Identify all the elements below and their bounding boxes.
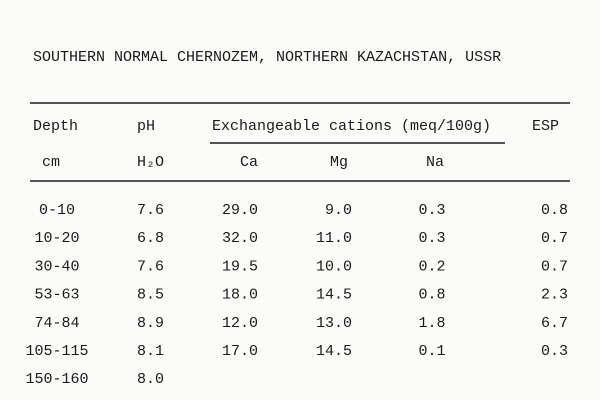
table-cell: 0.8 bbox=[541, 202, 568, 219]
table-cell: 17.0 bbox=[222, 343, 258, 360]
table-cell: 10.0 bbox=[316, 258, 352, 275]
table-cell: 6.7 bbox=[541, 315, 568, 332]
table-cell: 9.0 bbox=[325, 202, 352, 219]
table-cell: 0.3 bbox=[541, 343, 568, 360]
table-cell: 150-160 bbox=[25, 371, 88, 388]
table-cell: 19.5 bbox=[222, 258, 258, 275]
table-cell: 0.8 bbox=[418, 287, 445, 304]
table-cell: 0.3 bbox=[418, 230, 445, 247]
table-cell: 29.0 bbox=[222, 202, 258, 219]
table-cell: 105-115 bbox=[25, 343, 88, 360]
table-cell: 0.1 bbox=[418, 343, 445, 360]
header: H₂O bbox=[137, 154, 164, 171]
table-cell: 2.3 bbox=[541, 287, 568, 304]
table-cell: 14.5 bbox=[316, 287, 352, 304]
table-cell: 10-20 bbox=[34, 230, 79, 247]
header: Na bbox=[426, 154, 444, 171]
table-cell: 1.8 bbox=[418, 315, 445, 332]
table-cell: 12.0 bbox=[222, 315, 258, 332]
table-cell: 6.8 bbox=[137, 230, 164, 247]
table-cell: 7.6 bbox=[137, 202, 164, 219]
table-cell: 11.0 bbox=[316, 230, 352, 247]
table-cell: 8.5 bbox=[137, 287, 164, 304]
table-cell: 8.1 bbox=[137, 343, 164, 360]
table-cell: 53-63 bbox=[34, 287, 79, 304]
table-cell: 7.6 bbox=[137, 258, 164, 275]
table-cell: 32.0 bbox=[222, 230, 258, 247]
header: Ca bbox=[240, 154, 258, 171]
header: pH bbox=[137, 118, 155, 135]
title: SOUTHERN NORMAL CHERNOZEM, NORTHERN KAZA… bbox=[33, 49, 501, 66]
header: Depth bbox=[33, 118, 78, 135]
header: Mg bbox=[330, 154, 348, 171]
table-cell: 18.0 bbox=[222, 287, 258, 304]
table-cell: 0.2 bbox=[418, 258, 445, 275]
table-cell: 30-40 bbox=[34, 258, 79, 275]
table-cell: 0.7 bbox=[541, 230, 568, 247]
table-cell: 0.7 bbox=[541, 258, 568, 275]
table-cell: 13.0 bbox=[316, 315, 352, 332]
table-cell: 8.9 bbox=[137, 315, 164, 332]
table-cell: 14.5 bbox=[316, 343, 352, 360]
table-cell: 0-10 bbox=[39, 202, 75, 219]
header-group: Exchangeable cations (meq/100g) bbox=[212, 118, 491, 135]
header: cm bbox=[42, 154, 60, 171]
table-cell: 8.0 bbox=[137, 371, 164, 388]
header: ESP bbox=[532, 118, 559, 135]
table-cell: 0.3 bbox=[418, 202, 445, 219]
table-cell: 74-84 bbox=[34, 315, 79, 332]
